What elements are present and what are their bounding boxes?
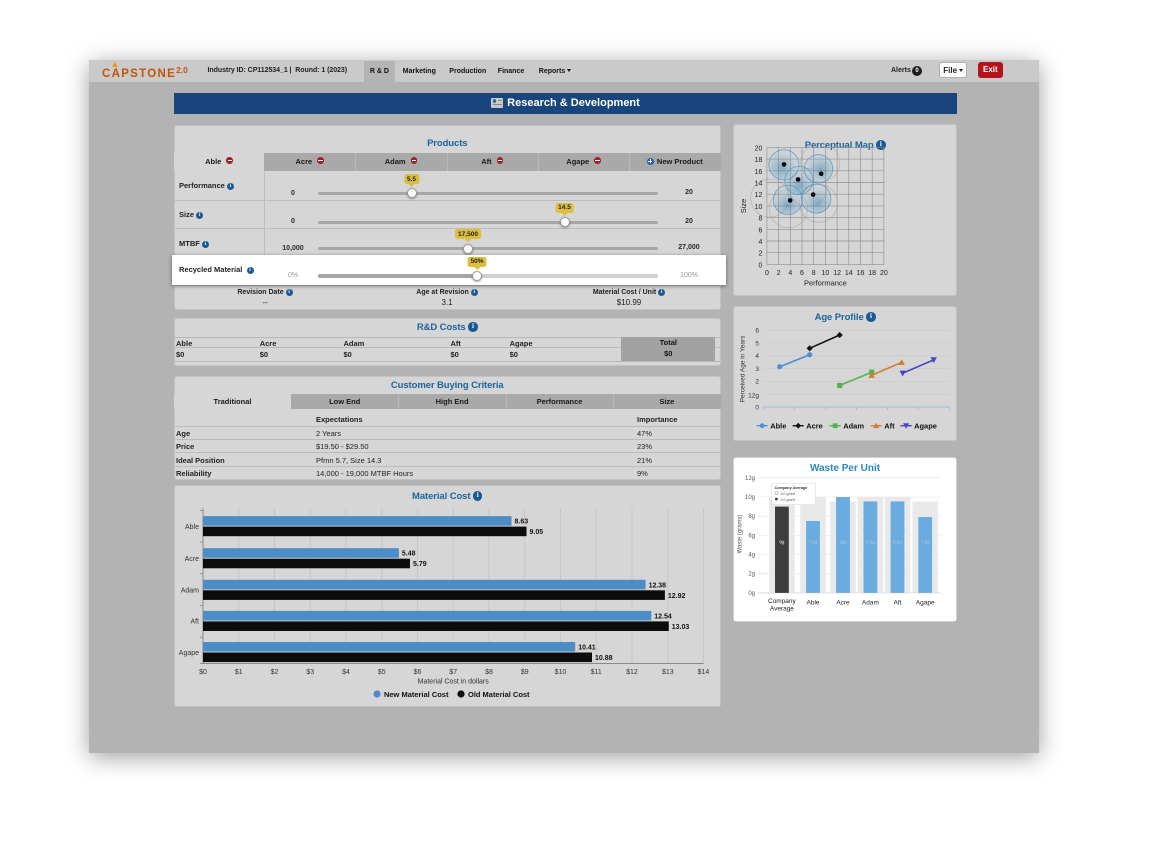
svg-text:Agape: Agape bbox=[179, 649, 199, 656]
svg-text:12.92: 12.92 bbox=[668, 592, 686, 599]
svg-text:Agape: Agape bbox=[914, 422, 937, 431]
svg-text:5.79: 5.79 bbox=[413, 561, 427, 568]
svg-text:$11: $11 bbox=[591, 669, 602, 676]
svg-text:$9: $9 bbox=[521, 669, 529, 676]
svg-text:Aft: Aft bbox=[893, 600, 901, 607]
svg-text:12.38: 12.38 bbox=[649, 582, 667, 589]
svg-text:9.05: 9.05 bbox=[529, 529, 543, 536]
svg-text:2: 2 bbox=[756, 379, 760, 386]
svg-text:10g: 10g bbox=[839, 540, 847, 545]
svg-text:3: 3 bbox=[756, 366, 760, 373]
svg-text:Size: Size bbox=[739, 199, 748, 214]
svg-text:9.5g: 9.5g bbox=[866, 540, 875, 545]
svg-text:$2: $2 bbox=[271, 669, 279, 676]
svg-text:Waste Per Unit: Waste Per Unit bbox=[809, 463, 880, 474]
svg-text:Able: Able bbox=[770, 422, 786, 431]
svg-text:$3: $3 bbox=[306, 669, 314, 676]
svg-text:Acre: Acre bbox=[836, 600, 850, 607]
svg-text:Perceived Age in Years: Perceived Age in Years bbox=[740, 335, 747, 402]
svg-text:9.0 g/unit: 9.0 g/unit bbox=[780, 492, 795, 496]
svg-text:Adam: Adam bbox=[861, 600, 878, 607]
svg-text:2: 2 bbox=[777, 270, 781, 277]
svg-text:$1: $1 bbox=[235, 669, 243, 676]
svg-text:18: 18 bbox=[755, 157, 763, 164]
svg-text:9.5g: 9.5g bbox=[893, 540, 902, 545]
svg-text:Performance: Performance bbox=[804, 279, 847, 288]
svg-text:13.03: 13.03 bbox=[672, 623, 690, 630]
svg-text:$12: $12 bbox=[626, 669, 638, 676]
svg-text:$4: $4 bbox=[342, 669, 350, 676]
svg-text:10: 10 bbox=[822, 270, 830, 277]
svg-text:16: 16 bbox=[857, 270, 865, 277]
svg-text:0: 0 bbox=[756, 405, 760, 412]
svg-text:5.48: 5.48 bbox=[402, 550, 416, 557]
svg-text:8.63: 8.63 bbox=[514, 518, 528, 525]
svg-text:16: 16 bbox=[755, 169, 763, 176]
svg-text:4g: 4g bbox=[748, 553, 755, 559]
svg-text:$14: $14 bbox=[698, 669, 710, 676]
svg-text:$7: $7 bbox=[449, 669, 457, 676]
svg-text:4: 4 bbox=[759, 239, 763, 246]
svg-text:Agape: Agape bbox=[915, 600, 934, 607]
svg-text:Waste (grams): Waste (grams) bbox=[737, 515, 743, 554]
svg-text:Adam: Adam bbox=[843, 422, 864, 431]
svg-text:Material Cost in dollars: Material Cost in dollars bbox=[418, 678, 490, 685]
svg-text:12g: 12g bbox=[745, 476, 755, 482]
svg-text:Able: Able bbox=[185, 523, 199, 530]
svg-text:Average: Average bbox=[769, 606, 793, 613]
svg-text:Able: Able bbox=[806, 600, 819, 607]
svg-text:10.88: 10.88 bbox=[595, 655, 613, 662]
svg-text:Company: Company bbox=[768, 598, 797, 605]
svg-text:Acre: Acre bbox=[806, 422, 823, 431]
svg-text:$8: $8 bbox=[485, 669, 493, 676]
svg-text:10: 10 bbox=[755, 204, 763, 211]
svg-text:8: 8 bbox=[759, 216, 763, 223]
svg-text:$6: $6 bbox=[414, 669, 422, 676]
svg-text:5: 5 bbox=[756, 341, 760, 348]
svg-text:6: 6 bbox=[759, 228, 763, 235]
svg-text:6: 6 bbox=[800, 270, 804, 277]
svg-text:4: 4 bbox=[756, 353, 760, 360]
svg-text:12g: 12g bbox=[748, 393, 759, 400]
svg-text:9g: 9g bbox=[779, 540, 784, 545]
svg-text:7.5g: 7.5g bbox=[808, 540, 817, 545]
svg-text:12.54: 12.54 bbox=[654, 613, 672, 620]
svg-text:14: 14 bbox=[755, 181, 763, 188]
svg-text:Acre: Acre bbox=[185, 556, 199, 563]
svg-text:0: 0 bbox=[765, 270, 769, 277]
svg-text:$13: $13 bbox=[662, 669, 674, 676]
svg-text:20: 20 bbox=[755, 146, 763, 153]
svg-text:14: 14 bbox=[845, 270, 853, 277]
svg-text:$0: $0 bbox=[199, 669, 207, 676]
svg-text:10.41: 10.41 bbox=[578, 644, 596, 651]
svg-text:$10: $10 bbox=[555, 669, 567, 676]
svg-text:Aft: Aft bbox=[190, 618, 199, 625]
svg-text:9.0 g/unit: 9.0 g/unit bbox=[780, 498, 795, 502]
svg-text:0: 0 bbox=[759, 263, 763, 270]
svg-text:8g: 8g bbox=[748, 514, 755, 520]
svg-text:12: 12 bbox=[834, 270, 842, 277]
svg-text:2g: 2g bbox=[748, 572, 755, 578]
svg-text:$5: $5 bbox=[378, 669, 386, 676]
svg-text:2: 2 bbox=[759, 251, 763, 258]
svg-text:Adam: Adam bbox=[181, 587, 199, 594]
svg-text:10g: 10g bbox=[745, 495, 755, 501]
svg-text:New Material Cost: New Material Cost bbox=[384, 690, 449, 699]
svg-text:Aft: Aft bbox=[884, 422, 895, 431]
svg-text:20: 20 bbox=[880, 270, 888, 277]
svg-text:6g: 6g bbox=[748, 534, 755, 540]
svg-text:Company Average: Company Average bbox=[774, 486, 807, 490]
svg-text:0g: 0g bbox=[748, 591, 755, 597]
svg-text:4: 4 bbox=[789, 270, 793, 277]
svg-text:12: 12 bbox=[755, 193, 763, 200]
svg-text:Old Material Cost: Old Material Cost bbox=[468, 690, 530, 699]
svg-text:8: 8 bbox=[812, 270, 816, 277]
svg-text:6: 6 bbox=[756, 328, 760, 335]
svg-text:18: 18 bbox=[869, 270, 877, 277]
svg-text:7.9g: 7.9g bbox=[920, 540, 929, 545]
